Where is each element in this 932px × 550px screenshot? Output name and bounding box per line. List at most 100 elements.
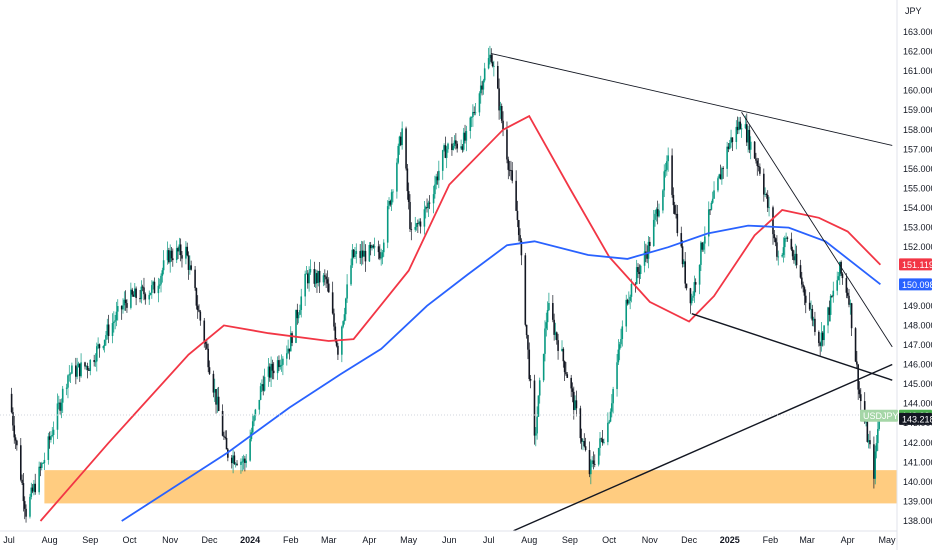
candle bbox=[818, 330, 820, 347]
candle bbox=[473, 106, 476, 116]
candle bbox=[185, 241, 187, 265]
time-tick-label: Nov bbox=[162, 535, 179, 545]
candle bbox=[812, 316, 815, 327]
candle bbox=[21, 474, 23, 485]
candle bbox=[600, 437, 603, 443]
candle bbox=[625, 294, 628, 332]
candle bbox=[409, 194, 411, 233]
price-tick-label: 146.000 bbox=[903, 360, 932, 370]
time-tick-label: Apr bbox=[362, 535, 376, 545]
candle bbox=[407, 182, 410, 210]
candle bbox=[242, 454, 245, 470]
candle bbox=[342, 320, 344, 329]
candle bbox=[756, 157, 759, 176]
candle bbox=[278, 355, 280, 372]
price-tick-label: 162.000 bbox=[903, 47, 932, 57]
candle bbox=[33, 479, 35, 496]
candle bbox=[85, 365, 88, 371]
candle bbox=[116, 299, 119, 321]
symbol-label: USDJPY bbox=[863, 411, 899, 421]
candle bbox=[276, 356, 279, 380]
candle bbox=[548, 292, 550, 312]
candle bbox=[820, 322, 823, 352]
candle bbox=[363, 240, 365, 257]
candle bbox=[461, 144, 464, 153]
time-axis[interactable]: Jul Aug Sep Oct Nov Dec 2024 Feb Mar Apr May Jun Jul… bbox=[3, 535, 896, 545]
candle bbox=[694, 278, 697, 293]
candle bbox=[57, 395, 60, 410]
candle bbox=[766, 190, 769, 213]
price-tick-label: 155.000 bbox=[903, 183, 932, 193]
candle bbox=[719, 164, 722, 180]
trend-line[interactable] bbox=[741, 111, 893, 348]
candle bbox=[212, 370, 215, 398]
candle bbox=[259, 382, 262, 401]
candle bbox=[837, 272, 840, 281]
candle bbox=[601, 430, 604, 446]
badge-value: 151.119 bbox=[902, 260, 932, 270]
candle bbox=[179, 238, 182, 262]
candle bbox=[16, 439, 18, 451]
candle bbox=[415, 222, 418, 231]
candle bbox=[59, 399, 61, 415]
candle bbox=[680, 226, 683, 248]
time-tick-label: May bbox=[400, 535, 418, 545]
candle bbox=[241, 456, 244, 472]
candle bbox=[859, 387, 862, 412]
candle bbox=[65, 383, 68, 396]
price-axis[interactable]: 138.000139.000140.000141.000142.000143.0… bbox=[903, 27, 932, 526]
candle bbox=[447, 142, 449, 153]
candle bbox=[831, 294, 833, 298]
candle bbox=[579, 405, 582, 444]
candle bbox=[309, 259, 312, 275]
candle bbox=[478, 91, 481, 116]
candle bbox=[354, 246, 356, 260]
trend-line[interactable] bbox=[491, 53, 893, 146]
trend-line[interactable] bbox=[513, 363, 893, 532]
price-tick-label: 139.000 bbox=[903, 496, 932, 506]
candle bbox=[785, 232, 787, 242]
candle bbox=[88, 368, 90, 371]
candle bbox=[187, 251, 190, 280]
candle bbox=[612, 386, 614, 414]
candle bbox=[166, 241, 169, 265]
candle bbox=[190, 260, 192, 271]
candle bbox=[230, 454, 233, 469]
candle bbox=[702, 241, 705, 252]
candle bbox=[857, 363, 859, 400]
candle bbox=[617, 339, 620, 365]
candle bbox=[38, 461, 40, 495]
candle bbox=[98, 343, 101, 358]
candle bbox=[502, 111, 504, 137]
candle bbox=[161, 267, 164, 283]
candle bbox=[718, 173, 721, 179]
candle bbox=[436, 171, 439, 185]
candle bbox=[487, 47, 490, 70]
candle bbox=[570, 374, 572, 398]
badge-value: 150.098 bbox=[902, 280, 932, 290]
price-tick-label: 149.000 bbox=[903, 301, 932, 311]
candle bbox=[232, 449, 234, 474]
candle bbox=[848, 288, 850, 308]
candle bbox=[552, 295, 554, 323]
candle bbox=[316, 269, 318, 293]
candle bbox=[208, 360, 211, 375]
candle bbox=[482, 78, 485, 95]
candle bbox=[372, 244, 375, 249]
candle bbox=[61, 385, 64, 413]
candle bbox=[168, 247, 170, 264]
trend-line[interactable] bbox=[691, 312, 893, 381]
candle bbox=[140, 280, 143, 304]
candle bbox=[462, 127, 465, 152]
candle bbox=[115, 301, 118, 327]
candle bbox=[794, 243, 797, 266]
candle bbox=[616, 354, 618, 397]
candle bbox=[313, 261, 316, 287]
time-tick-label: Aug bbox=[521, 535, 537, 545]
candle bbox=[533, 374, 536, 445]
candle bbox=[772, 205, 774, 245]
candle bbox=[355, 243, 358, 264]
candle bbox=[102, 345, 105, 351]
candle bbox=[396, 158, 398, 199]
